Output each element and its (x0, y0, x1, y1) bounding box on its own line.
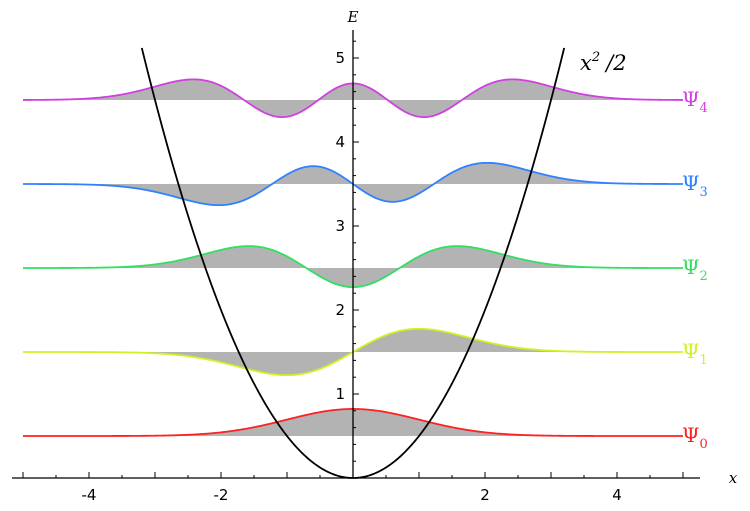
psi-3-label: Ψ3 (682, 171, 708, 200)
y-tick-label: 2 (335, 301, 345, 319)
x-axis-title: x (729, 469, 738, 487)
x-tick-label: 4 (612, 486, 622, 504)
axes-group: -4 -2 2 4 1 2 3 4 5 x E (12, 8, 738, 504)
psi-2-label: Ψ2 (682, 255, 708, 284)
x-tick-label: 2 (480, 486, 490, 504)
psi-0-label: Ψ0 (682, 423, 708, 452)
y-tick-label: 3 (335, 217, 345, 235)
y-axis-title: E (347, 8, 359, 26)
x-tick-label: -4 (82, 486, 97, 504)
y-tick-label: 5 (335, 49, 345, 67)
x-tick-label: -2 (214, 486, 229, 504)
y-tick-label: 4 (335, 133, 345, 151)
series-labels: Ψ0 Ψ1 Ψ2 Ψ3 Ψ4 (682, 87, 708, 452)
y-tick-label: 1 (335, 385, 345, 403)
psi-4-label: Ψ4 (682, 87, 708, 116)
psi-1-label: Ψ1 (682, 339, 708, 368)
potential-label: x2/2 (580, 50, 627, 75)
